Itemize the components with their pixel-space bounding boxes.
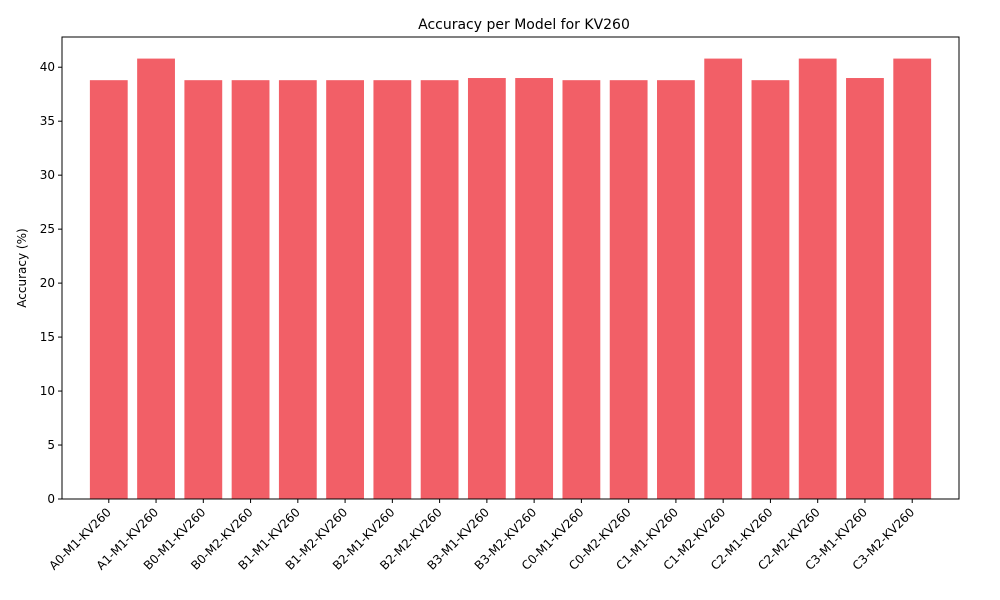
bar-C1-M2-KV260 <box>704 58 743 500</box>
bar-C2-M2-KV260 <box>798 58 837 500</box>
bar-B1-M1-KV260 <box>278 80 317 500</box>
bar-B2-M2-KV260 <box>420 80 459 500</box>
bars-group <box>89 58 932 500</box>
y-tick-label: 15 <box>40 330 55 344</box>
bar-A1-M1-KV260 <box>137 58 175 500</box>
y-axis-label: Accuracy (%) <box>15 228 29 307</box>
y-tick-label: 40 <box>40 60 55 74</box>
y-tick-label: 0 <box>47 492 55 506</box>
bar-B1-M2-KV260 <box>326 80 364 500</box>
bar-C2-M1-KV260 <box>751 80 790 500</box>
y-tick-label: 20 <box>40 276 55 290</box>
y-tick-label: 35 <box>40 114 55 128</box>
bar-B3-M1-KV260 <box>467 78 506 500</box>
bar-B3-M2-KV260 <box>515 78 554 500</box>
y-tick-label: 5 <box>47 438 55 452</box>
bar-C3-M2-KV260 <box>893 58 932 500</box>
bar-B2-M1-KV260 <box>373 80 412 500</box>
y-tick-label: 10 <box>40 384 55 398</box>
bar-C0-M1-KV260 <box>562 80 601 500</box>
y-tick-label: 25 <box>40 222 55 236</box>
y-tick-label: 30 <box>40 168 55 182</box>
bar-C3-M1-KV260 <box>846 78 884 500</box>
bar-C1-M1-KV260 <box>657 80 695 500</box>
chart-title: Accuracy per Model for KV260 <box>418 17 630 33</box>
bar-C0-M2-KV260 <box>609 80 648 500</box>
x-axis-ticks: A0-M1-KV260A1-M1-KV260B0-M1-KV260B0-M2-K… <box>46 499 917 573</box>
bar-B0-M1-KV260 <box>184 80 223 500</box>
bar-A0-M1-KV260 <box>89 80 128 500</box>
bar-B0-M2-KV260 <box>231 80 270 500</box>
plot-frame <box>61 36 960 500</box>
y-axis-ticks: 0 5 10 15 20 25 30 35 40 <box>40 60 62 506</box>
